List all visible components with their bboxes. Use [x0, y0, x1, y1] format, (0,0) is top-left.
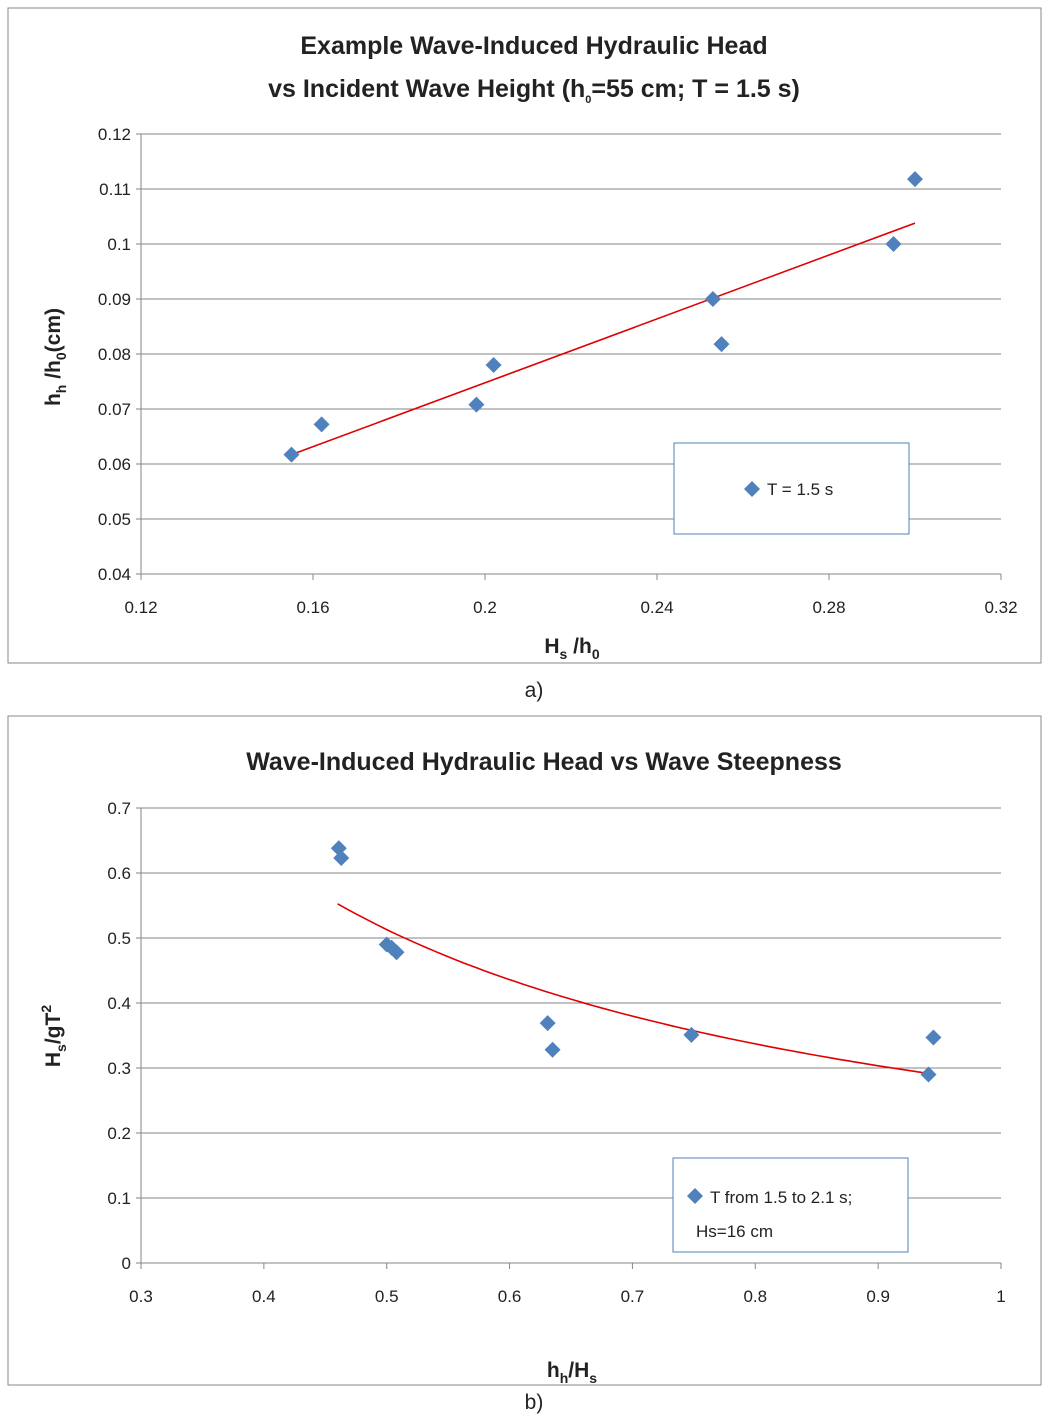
chart-b-legend: T from 1.5 to 2.1 s; Hs=16 cm	[672, 1157, 909, 1253]
chart-a: Example Wave-Induced Hydraulic Head vs I…	[7, 7, 1042, 664]
chart-a-legend-marker	[744, 481, 760, 497]
data-point	[907, 171, 923, 188]
y-tick-label: 0.11	[99, 180, 131, 199]
data-point	[283, 446, 300, 463]
y-tick-label: 0.2	[107, 1124, 131, 1143]
y-tick-label: 0.06	[98, 455, 131, 474]
data-point	[539, 1015, 556, 1032]
chart-a-gridlines	[141, 133, 1001, 520]
chart-b-x-axis-title: hh/Hs	[547, 1359, 597, 1386]
data-point	[388, 944, 405, 961]
chart-a-panel-label: a)	[525, 679, 544, 702]
data-point	[920, 1066, 937, 1083]
y-tick-label: 0.08	[98, 345, 131, 364]
chart-a-y-axis-title: hh /h0(cm)	[42, 308, 69, 406]
x-tick-label: 0.28	[812, 598, 845, 617]
chart-b-legend-box	[672, 1157, 909, 1253]
trendline-path	[337, 903, 928, 1075]
y-tick-label: 0.1	[107, 1189, 131, 1208]
x-tick-label: 0.32	[984, 598, 1017, 617]
chart-b-trendline	[337, 903, 928, 1075]
data-point	[704, 291, 721, 307]
chart-a-trendline	[291, 222, 916, 456]
y-tick-label: 0.4	[107, 994, 131, 1013]
chart-b-legend-label-line1: T from 1.5 to 2.1 s;	[710, 1188, 852, 1207]
x-tick-label: 0.5	[375, 1287, 399, 1306]
x-tick-label: 0.6	[498, 1287, 522, 1306]
data-point	[683, 1026, 700, 1043]
y-tick-label: 0.04	[98, 565, 131, 584]
data-point	[333, 850, 350, 867]
chart-a-x-tick-labels: 0.12 0.16 0.2 0.24 0.28 0.32	[124, 598, 1017, 617]
x-tick-label: 0.24	[640, 598, 673, 617]
chart-a-title-line2: vs Incident Wave Height (h0=55 cm; T = 1…	[268, 75, 800, 106]
data-point	[544, 1041, 561, 1058]
x-tick-label: 0.4	[252, 1287, 276, 1306]
chart-a-axes	[136, 133, 1002, 580]
y-tick-label: 0.1	[107, 235, 131, 254]
chart-a-title-line1: Example Wave-Induced Hydraulic Head	[300, 32, 767, 60]
chart-b-legend-marker	[687, 1188, 703, 1204]
chart-a-legend-label: T = 1.5 s	[767, 480, 833, 499]
chart-b-x-tick-labels: 0.3 0.4 0.5 0.6 0.7 0.8 0.9 1	[129, 1287, 1006, 1306]
chart-b-panel-label: b)	[525, 1391, 544, 1414]
x-tick-label: 1	[996, 1287, 1005, 1306]
trendline-path	[291, 222, 916, 456]
x-tick-label: 0.3	[129, 1287, 153, 1306]
data-point	[468, 396, 485, 413]
data-point	[885, 236, 902, 252]
x-tick-label: 0.2	[473, 598, 497, 617]
y-tick-label: 0.3	[107, 1059, 131, 1078]
chart-a-x-axis-title: Hs /h0	[544, 635, 599, 662]
y-tick-label: 0.07	[98, 400, 131, 419]
chart-b-y-tick-labels: 0 0.1 0.2 0.3 0.4 0.5 0.6 0.7	[107, 799, 131, 1273]
y-tick-label: 0.7	[107, 799, 131, 818]
x-tick-label: 0.7	[621, 1287, 645, 1306]
chart-b-title: Wave-Induced Hydraulic Head vs Wave Stee…	[246, 748, 842, 776]
y-tick-label: 0.12	[98, 125, 131, 144]
x-tick-label: 0.16	[296, 598, 329, 617]
y-tick-label: 0	[122, 1254, 131, 1273]
y-tick-label: 0.6	[107, 864, 131, 883]
data-point	[713, 336, 730, 353]
x-tick-label: 0.9	[866, 1287, 890, 1306]
y-tick-label: 0.5	[107, 929, 131, 948]
x-tick-label: 0.12	[124, 598, 157, 617]
y-tick-label: 0.05	[98, 510, 131, 529]
chart-b: Wave-Induced Hydraulic Head vs Wave Stee…	[7, 715, 1042, 1386]
chart-b-frame	[7, 715, 1042, 1386]
data-point	[485, 357, 502, 373]
chart-a-points	[283, 171, 923, 463]
chart-b-legend-label-line2: Hs=16 cm	[696, 1222, 773, 1241]
x-tick-label: 0.8	[743, 1287, 767, 1306]
y-tick-label: 0.09	[98, 290, 131, 309]
chart-b-y-axis-title: Hs/gT2	[38, 1005, 69, 1067]
chart-b-points	[330, 840, 942, 1083]
data-point	[313, 416, 330, 433]
chart-a-legend: T = 1.5 s	[673, 442, 910, 535]
chart-a-y-tick-labels: 0.04 0.05 0.06 0.07 0.08 0.09 0.1 0.11 0.12	[98, 125, 131, 584]
data-point	[925, 1029, 942, 1046]
chart-b-axes	[136, 807, 1002, 1269]
chart-a-legend-box	[673, 442, 910, 535]
chart-a-frame	[7, 7, 1042, 664]
